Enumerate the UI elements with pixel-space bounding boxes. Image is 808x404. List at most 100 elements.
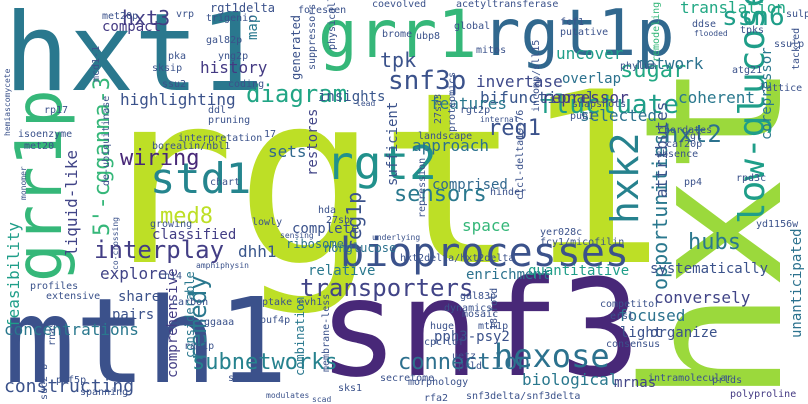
word: extensive bbox=[46, 291, 101, 302]
word: putative bbox=[560, 27, 609, 38]
word: coherent bbox=[678, 88, 756, 107]
word: phylum bbox=[620, 61, 657, 72]
word: monomer bbox=[19, 166, 28, 200]
word: sks1 bbox=[338, 383, 363, 394]
word: sugar bbox=[620, 58, 687, 83]
word: transporters bbox=[300, 274, 474, 302]
word: underlying bbox=[372, 233, 421, 242]
word: pub1 bbox=[570, 111, 595, 122]
word: dynamics bbox=[444, 303, 493, 314]
word: restores bbox=[305, 108, 321, 176]
word: prld bbox=[458, 361, 483, 372]
word: mcd1-1 bbox=[91, 45, 102, 82]
word: amphiphysin bbox=[196, 261, 249, 270]
word: bifunctional bbox=[480, 88, 596, 107]
word: membrane-less bbox=[321, 293, 332, 372]
word: hubs bbox=[688, 230, 741, 255]
word: conversely bbox=[654, 288, 751, 307]
word: sufficient bbox=[385, 101, 401, 186]
word: acetyltransferase bbox=[456, 0, 559, 10]
word: hinder bbox=[490, 187, 527, 198]
word: mrnas bbox=[614, 375, 657, 391]
word: pruning bbox=[208, 115, 251, 126]
word: constructing bbox=[4, 376, 135, 397]
word: suc2-b bbox=[39, 363, 50, 400]
word: hda bbox=[318, 205, 337, 216]
word: puf4p bbox=[260, 315, 291, 326]
word: met20p bbox=[102, 11, 139, 22]
word: std1 bbox=[150, 154, 252, 203]
word: stfs bbox=[228, 373, 253, 384]
word: rgt2p bbox=[460, 105, 491, 116]
word: translation bbox=[680, 0, 786, 17]
word: share bbox=[118, 289, 161, 305]
word: ssn6 bbox=[722, 2, 785, 32]
word: incomp/sll15 bbox=[531, 39, 542, 112]
word: hxk2 bbox=[603, 132, 647, 224]
word: rpd3c bbox=[736, 173, 767, 184]
word: huge bbox=[430, 321, 455, 332]
word: brome bbox=[382, 29, 413, 40]
word: generated bbox=[289, 14, 303, 80]
word: comprised bbox=[432, 177, 508, 193]
word: atg21 bbox=[732, 65, 763, 76]
word: pairs bbox=[112, 307, 155, 323]
word: approach bbox=[412, 136, 490, 155]
word: ribosome bbox=[286, 237, 344, 251]
word: foreseen bbox=[298, 5, 347, 16]
word: chordates bbox=[658, 125, 713, 136]
word: quantitative bbox=[528, 263, 630, 279]
word: lof bbox=[446, 337, 465, 348]
word: hexose bbox=[494, 337, 610, 375]
word: organize bbox=[650, 325, 718, 341]
word: yng2p bbox=[218, 51, 249, 62]
word: cggaaa bbox=[198, 317, 235, 328]
word: uncover bbox=[556, 44, 624, 63]
word: nonglucose bbox=[324, 241, 397, 255]
word: complete bbox=[292, 221, 360, 237]
word: hemiascomycete bbox=[3, 68, 12, 136]
word: yd1156w bbox=[756, 219, 799, 230]
word: morphology bbox=[408, 377, 469, 388]
word: enrichment bbox=[466, 267, 551, 283]
word: suppressors bbox=[307, 3, 318, 70]
word: ddl bbox=[208, 105, 227, 116]
word: rgt2 bbox=[326, 136, 437, 190]
word: lattice bbox=[760, 83, 803, 94]
word: rgt1delta bbox=[210, 1, 276, 15]
word: flooded bbox=[694, 29, 728, 38]
word: de-ubiquitinase bbox=[101, 95, 112, 186]
word: comprehensive bbox=[165, 268, 181, 378]
word: lowly bbox=[252, 217, 283, 228]
word: subnetworks bbox=[192, 350, 338, 375]
word: pka bbox=[168, 51, 187, 62]
word: lead bbox=[356, 99, 376, 108]
word: mth1p bbox=[478, 321, 509, 332]
word: invertase bbox=[476, 72, 563, 91]
word: ubp8 bbox=[416, 31, 441, 42]
word: sksip bbox=[152, 63, 183, 74]
word: grr1 bbox=[318, 0, 477, 73]
word: hxt2delta/hxt2delta bbox=[400, 253, 515, 264]
word: coding bbox=[228, 79, 265, 90]
word: 17 bbox=[264, 129, 277, 140]
word: rp17 bbox=[44, 105, 69, 116]
word: cpc bbox=[424, 337, 443, 348]
word: ch14 bbox=[158, 271, 183, 282]
word: repressor bbox=[542, 88, 629, 107]
word: sensors bbox=[394, 182, 487, 207]
word: mitos bbox=[476, 45, 507, 56]
word: internal bbox=[480, 115, 519, 124]
word: med8 bbox=[160, 204, 213, 229]
word: proteomics bbox=[447, 71, 458, 132]
word: fcy1/micofilin bbox=[540, 237, 625, 248]
word: combination bbox=[293, 296, 307, 376]
word: rgt bbox=[684, 131, 703, 142]
word: modulates bbox=[266, 391, 310, 400]
word: rfa2 bbox=[424, 393, 449, 404]
word: ersl bbox=[610, 311, 635, 322]
word: compact bbox=[102, 19, 162, 35]
word: highlighting bbox=[120, 90, 236, 109]
word: absence bbox=[656, 149, 699, 160]
